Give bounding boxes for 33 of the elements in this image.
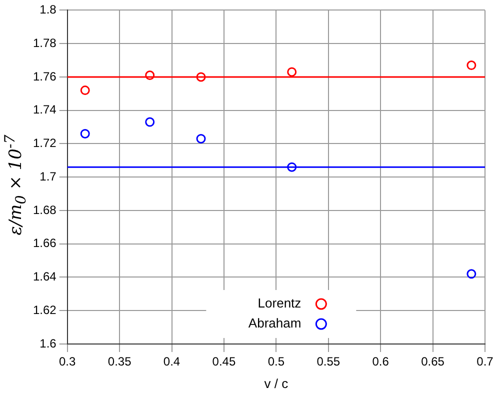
x-tick-label: 0.55	[316, 354, 340, 369]
x-tick-label: 0.35	[108, 354, 132, 369]
y-tick-label: 1.72	[32, 136, 57, 150]
y-tick-label: 1.62	[32, 302, 57, 317]
y-tick-label: 1.78	[32, 36, 57, 50]
y-tick-label: 1.6	[40, 336, 57, 350]
y-tick-label: 1.64	[32, 270, 57, 284]
x-tick-label: 0.5	[268, 354, 285, 369]
point	[80, 86, 90, 96]
point	[80, 128, 90, 138]
x-tick-label: 0.4	[163, 354, 180, 369]
x-tick-label: 0.65	[421, 354, 445, 369]
x-axis-title: v / c	[264, 376, 289, 391]
y-tick-label: 1.7	[40, 169, 57, 184]
y-tick-label: 1.74	[32, 102, 57, 117]
y-tick-label: 1.8	[40, 2, 57, 17]
point	[287, 162, 297, 172]
point	[145, 70, 155, 80]
point	[466, 269, 476, 279]
x-tick-label: 0.3	[59, 354, 76, 369]
x-tick-label: 0.7	[476, 354, 494, 369]
x-tick-label: 0.6	[372, 354, 390, 369]
point	[196, 72, 206, 82]
legend-label: Abraham	[248, 316, 302, 331]
point	[287, 67, 297, 77]
x-tick-label: 0.45	[212, 354, 236, 369]
y-tick-label: 1.76	[32, 69, 57, 84]
point	[145, 117, 155, 127]
legend-label: Lorentz	[258, 296, 302, 311]
y-tick-label: 1.68	[32, 202, 57, 217]
y-tick-label: 1.66	[32, 236, 57, 250]
point	[196, 134, 206, 144]
point	[466, 60, 476, 70]
